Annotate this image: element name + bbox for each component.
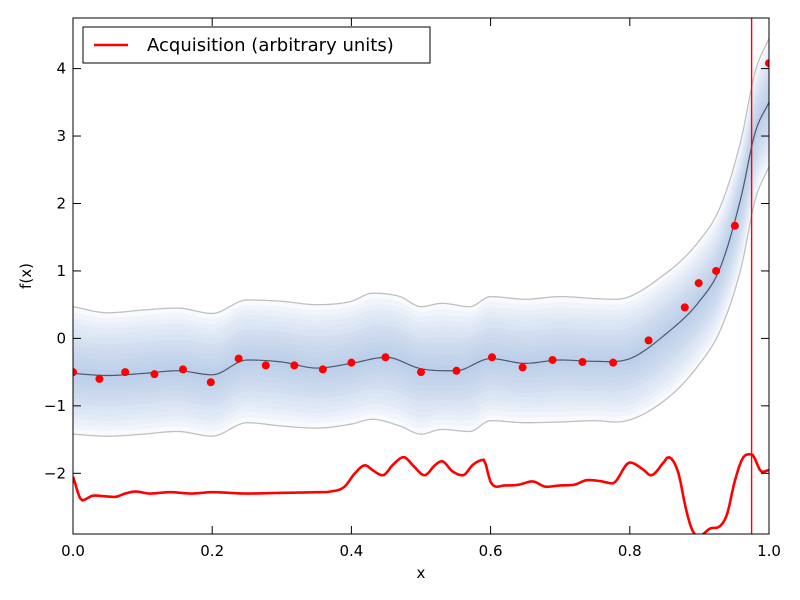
legend-box [82, 26, 431, 64]
legend: Acquisition (arbitrary units) [82, 26, 431, 64]
confidence-band-layer [73, 54, 769, 422]
x-tick-label: 0.6 [479, 542, 503, 560]
confidence-band-layer [73, 80, 769, 396]
y-tick-label: 2 [56, 194, 66, 212]
x-tick-label: 0.2 [200, 542, 224, 560]
y-axis-ticks: −2 −1 0 1 2 3 4 [44, 60, 769, 482]
y-tick-label: 0 [56, 329, 66, 347]
series-lines [73, 18, 769, 534]
observation-point [765, 59, 769, 68]
observation-point [261, 361, 270, 370]
gp-upper-bound-line [73, 37, 769, 315]
x-tick-label: 0.8 [618, 542, 642, 560]
observation-point [644, 336, 653, 345]
observation-point [234, 354, 243, 363]
observation-point [730, 221, 739, 230]
x-tick-label: 0.4 [339, 542, 363, 560]
confidence-band-layer [73, 86, 769, 391]
y-axis-label: f(x) [17, 263, 35, 289]
confidence-band-layer [73, 43, 769, 432]
observation-point [694, 279, 703, 288]
observation-point [73, 368, 77, 377]
plot-frame [72, 17, 770, 535]
observation-point [680, 303, 689, 312]
y-tick-label: −2 [44, 464, 66, 482]
x-tick-label: 0.0 [61, 542, 85, 560]
confidence-band-layer [73, 75, 769, 401]
observation-point [518, 363, 527, 372]
y-tick-label: 1 [56, 262, 66, 280]
y-tick-label: −1 [44, 397, 66, 415]
confidence-band-layer [73, 38, 769, 437]
confidence-band [73, 38, 769, 437]
plot-area [73, 18, 769, 534]
observation-point [347, 358, 356, 367]
observation-point [452, 366, 461, 375]
y-tick-label: 3 [56, 127, 66, 145]
acquisition-line [73, 453, 769, 534]
y-tick-label: 4 [56, 60, 66, 78]
observation-point [121, 368, 130, 377]
observation-point [381, 353, 390, 362]
gp-lower-bound-line [73, 166, 769, 437]
observation-point [150, 370, 159, 379]
observation-point [178, 365, 187, 374]
observation-point [95, 374, 104, 383]
observation-point [290, 361, 299, 370]
observation-point [712, 266, 721, 275]
observation-point [548, 355, 557, 364]
x-tick-label: 1.0 [757, 542, 781, 560]
observation-point [609, 358, 618, 367]
x-axis-ticks: 0.0 0.2 0.4 0.6 0.8 1.0 [61, 18, 781, 560]
observation-point [487, 353, 496, 362]
confidence-band-layer [73, 64, 769, 411]
observation-point [318, 365, 327, 374]
legend-label: Acquisition (arbitrary units) [147, 35, 394, 56]
observation-point [417, 368, 425, 377]
observation-point [578, 358, 587, 366]
confidence-band-layer [73, 48, 769, 427]
x-axis-label: x [417, 564, 426, 582]
confidence-band-layer [73, 59, 769, 416]
observation-point [206, 378, 215, 387]
observation-points [73, 59, 769, 387]
confidence-band-layer [73, 70, 769, 406]
